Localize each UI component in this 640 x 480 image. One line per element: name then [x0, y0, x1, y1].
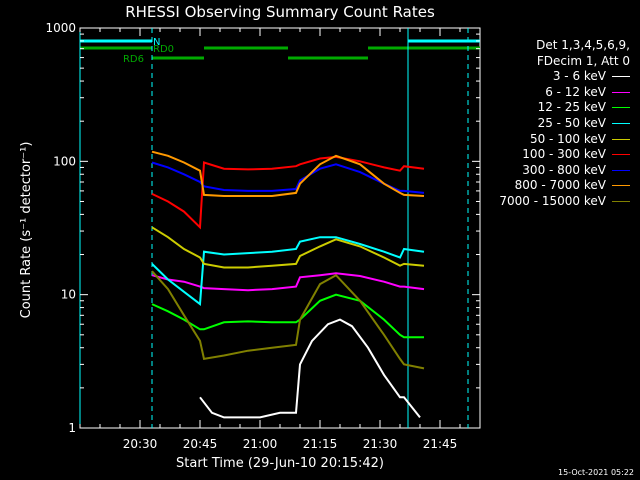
legend-swatch	[612, 138, 630, 140]
legend-entry-label: 300 - 800 keV	[522, 162, 606, 177]
legend-swatch	[612, 76, 630, 78]
x-tick-label: 21:45	[423, 437, 458, 451]
legend-entry-label: 6 - 12 keV	[545, 84, 606, 99]
series-line	[151, 272, 425, 292]
y-axis-ticks: 1 10 100 1000	[45, 21, 480, 435]
series-line	[151, 226, 425, 269]
event-markers	[79, 28, 469, 428]
y-tick-label: 100	[53, 154, 76, 168]
y-tick-label: 1000	[45, 21, 76, 35]
legend-entry: 800 - 7000 keV	[499, 178, 630, 194]
legend-swatch	[612, 91, 630, 93]
x-tick-label: 20:30	[123, 437, 158, 451]
x-tick-label: 21:00	[243, 437, 278, 451]
generated-timestamp: 15-Oct-2021 05:22	[558, 468, 634, 477]
legend-entry: 12 - 25 keV	[499, 100, 630, 116]
legend-entry: 300 - 800 keV	[499, 163, 630, 179]
legend-entry-label: 25 - 50 keV	[537, 115, 606, 130]
x-tick-label: 21:15	[303, 437, 338, 451]
series-line	[151, 155, 425, 230]
x-tick-label: 21:30	[363, 437, 398, 451]
legend-header-line-2: FDecim 1, Att 0	[536, 53, 630, 68]
chart-title: RHESSI Observing Summary Count Rates	[125, 3, 435, 21]
status-bar-label: N	[153, 37, 160, 48]
legend-swatch	[612, 185, 630, 187]
legend-entry: 25 - 50 keV	[499, 116, 630, 132]
status-bar-label: RD6	[123, 54, 144, 65]
legend-entry-label: 7000 - 15000 keV	[499, 193, 606, 208]
legend: Det 1,3,4,5,6,9, FDecim 1, Att 0 3 - 6 k…	[499, 38, 630, 210]
y-tick-label: 10	[61, 288, 76, 302]
y-axis-label: Count Rate (s⁻¹ detector⁻¹)	[19, 142, 34, 319]
legend-entry-label: 800 - 7000 keV	[514, 178, 606, 193]
legend-swatch	[612, 122, 630, 124]
legend-entry-label: 3 - 6 keV	[552, 69, 606, 84]
series-lines	[151, 150, 425, 419]
x-axis-ticks: 20:30 20:45 21:00 21:15 21:30 21:45	[79, 28, 481, 451]
series-line	[199, 318, 421, 419]
legend-swatch	[612, 107, 630, 109]
series-line	[151, 236, 425, 307]
status-bar-label: RD0	[153, 44, 174, 55]
legend-entry-label: 100 - 300 keV	[522, 147, 606, 162]
series-line	[151, 293, 424, 339]
series-line	[151, 150, 425, 197]
legend-header-line-1: Det 1,3,4,5,6,9,	[536, 38, 630, 52]
x-axis-label: Start Time (29-Jun-10 20:15:42)	[176, 456, 384, 471]
y-tick-label: 1	[68, 421, 76, 435]
legend-entry: 100 - 300 keV	[499, 147, 630, 163]
legend-swatch	[612, 154, 630, 156]
x-tick-label: 20:45	[183, 437, 218, 451]
legend-entry: 7000 - 15000 keV	[499, 194, 630, 210]
series-line	[151, 270, 425, 370]
legend-entry: 3 - 6 keV	[499, 69, 630, 85]
legend-entry: 50 - 100 keV	[499, 132, 630, 148]
legend-entry-label: 50 - 100 keV	[529, 131, 606, 146]
legend-entry: 6 - 12 keV	[499, 85, 630, 101]
legend-swatch	[612, 200, 630, 202]
legend-entry-label: 12 - 25 keV	[537, 100, 606, 115]
legend-swatch	[612, 169, 630, 171]
legend-entries: 3 - 6 keV 6 - 12 keV 12 - 25 keV 25 - 50 ke…	[499, 69, 630, 209]
